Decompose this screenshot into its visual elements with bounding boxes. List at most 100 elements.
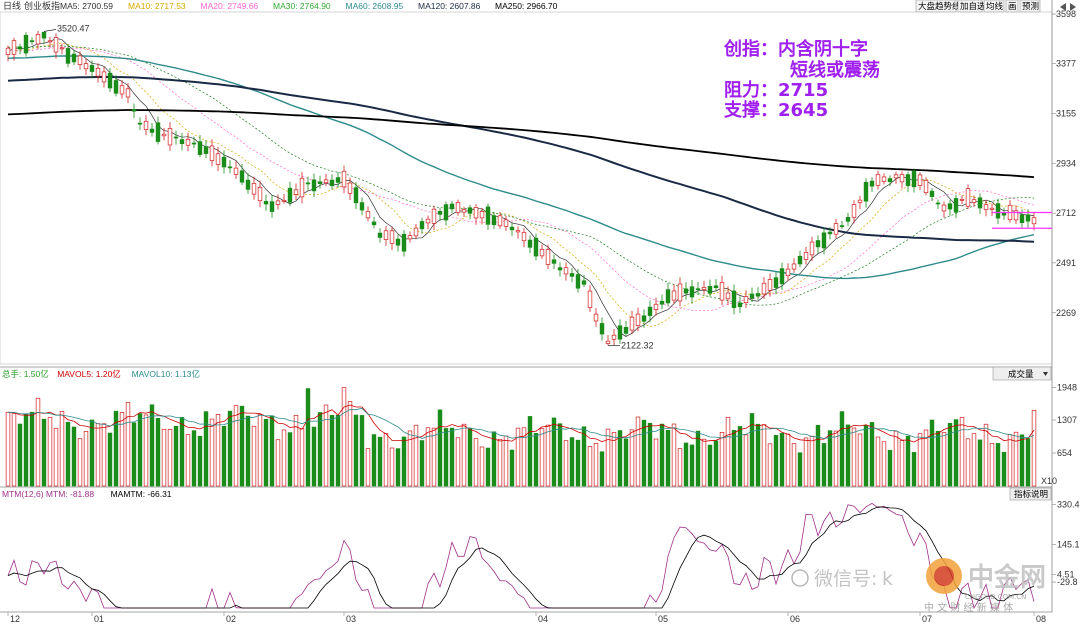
volume-bar [401,436,407,487]
indicator-help-button[interactable]: 指标说明 [1009,487,1052,501]
ma-legend-item: MA20: 2749.66 [201,1,259,11]
toolbar-button-label[interactable]: 画 [1008,2,1017,12]
chevron-down-icon[interactable] [1043,372,1048,376]
candle-body [89,65,95,72]
volume-bar [293,415,299,487]
volume-bar [503,435,509,487]
candle-body [299,177,305,198]
toolbar-button[interactable]: 加自选 [957,0,986,13]
low-label: 2122.32 [621,341,654,351]
volume-bar [407,430,413,487]
volume-button-frame[interactable] [992,366,1052,381]
volume-tick-label: 654 [1057,448,1072,458]
mtm-legend: MTM(12,6) MTM: -81.88 MAMTM: -66.31 [2,489,172,499]
scroll-left-icon [1060,3,1066,11]
volume-bar [749,413,755,487]
candle-body [215,153,221,165]
volume-bar [647,422,653,487]
volume-bar [953,419,959,487]
candle-body [365,211,371,219]
candle-body [737,302,743,308]
date-tick-label: 05 [658,614,668,624]
volume-button-label[interactable]: 成交量 [1008,369,1034,380]
candle-body [593,313,599,322]
volume-bar [1019,434,1025,487]
volume-bar [41,418,47,487]
volume-legend: 总手: 1.50亿 MAVOL5: 1.20亿 MAVOL10: 1.13亿 [2,369,200,379]
candle-body [533,237,539,257]
volume-bar [695,430,701,487]
candle-body [947,203,953,210]
volume-bar [215,413,221,487]
candle-body [437,211,443,215]
candle-body [959,199,965,201]
indicator-help-frame[interactable] [1009,487,1052,501]
candle-body [113,80,119,94]
volume-bar [917,433,923,487]
toolbar-button[interactable]: 均线 [983,0,1005,13]
volume-tick-label: 1307 [1057,415,1077,425]
volume-bar [617,430,623,487]
price-tick-label: 2712 [1056,208,1076,218]
candle-body [545,249,551,265]
candle-body [431,208,437,224]
candle-body [527,239,533,248]
volume-button[interactable]: 成交量 [992,366,1052,381]
volume-bar [797,452,803,487]
volume-bar [239,405,245,487]
toolbar-button[interactable]: 大盘趋势线 [915,0,961,13]
mamtm-line [7,506,1035,609]
candle-body [221,156,227,168]
toolbar-button-label[interactable]: 大盘趋势线 [918,1,961,12]
candle-body [1013,210,1019,221]
candle-body [467,207,473,214]
high-low-labels: 3520.47 2122.32 [43,23,654,351]
volume-bar [707,444,713,487]
volume-bar [167,429,173,487]
candle-body [233,167,239,175]
volume-bar [863,425,869,487]
candle-body [245,179,251,190]
volume-bar [593,442,599,487]
volume-bar [323,404,329,487]
candle-body [929,190,935,197]
toolbar-button-label[interactable]: 均线 [986,1,1004,12]
candle-body [59,47,65,50]
volume-bar [629,429,635,487]
candle-body [557,267,563,271]
volume-bar [923,429,929,487]
candle-body [101,71,107,83]
volume-bar [497,438,503,487]
candle-body [485,206,491,225]
volume-bar [455,437,461,487]
volume-bar [947,423,953,487]
candle-body [35,34,41,45]
candle-body [329,179,335,187]
candle-body [827,231,833,235]
volume-bar [143,414,149,487]
candle-body [539,249,545,257]
toolbar-button[interactable]: 画 [1005,0,1019,13]
volume-bar [113,410,119,487]
indicator-help-label[interactable]: 指标说明 [1014,489,1048,500]
index-name: 创业板指 [24,0,60,11]
mtm-tick-label: 330.4 [1057,499,1080,509]
volume-bar [737,426,743,487]
volume-panel: 总手: 1.50亿 MAVOL5: 1.20亿 MAVOL10: 1.13亿 成交量… [0,366,1077,487]
candle-body [293,189,299,195]
volume-bar [893,430,899,487]
toolbar-button[interactable]: 预测 [1019,0,1041,13]
candle-body [683,288,689,294]
date-tick-label: 06 [790,614,800,624]
volume-bar [767,443,773,487]
volume-bar [551,417,557,487]
candle-body [551,259,557,264]
candle-body [347,182,353,194]
volume-bar [269,415,275,487]
ma60-line [7,55,1035,280]
toolbar-button-label[interactable]: 加自选 [960,1,986,12]
annotation-line1: 创指：内含阴十字 [723,38,868,60]
volume-bar [389,447,395,487]
toolbar-button-label[interactable]: 预测 [1022,1,1039,12]
candle-body [275,200,281,205]
